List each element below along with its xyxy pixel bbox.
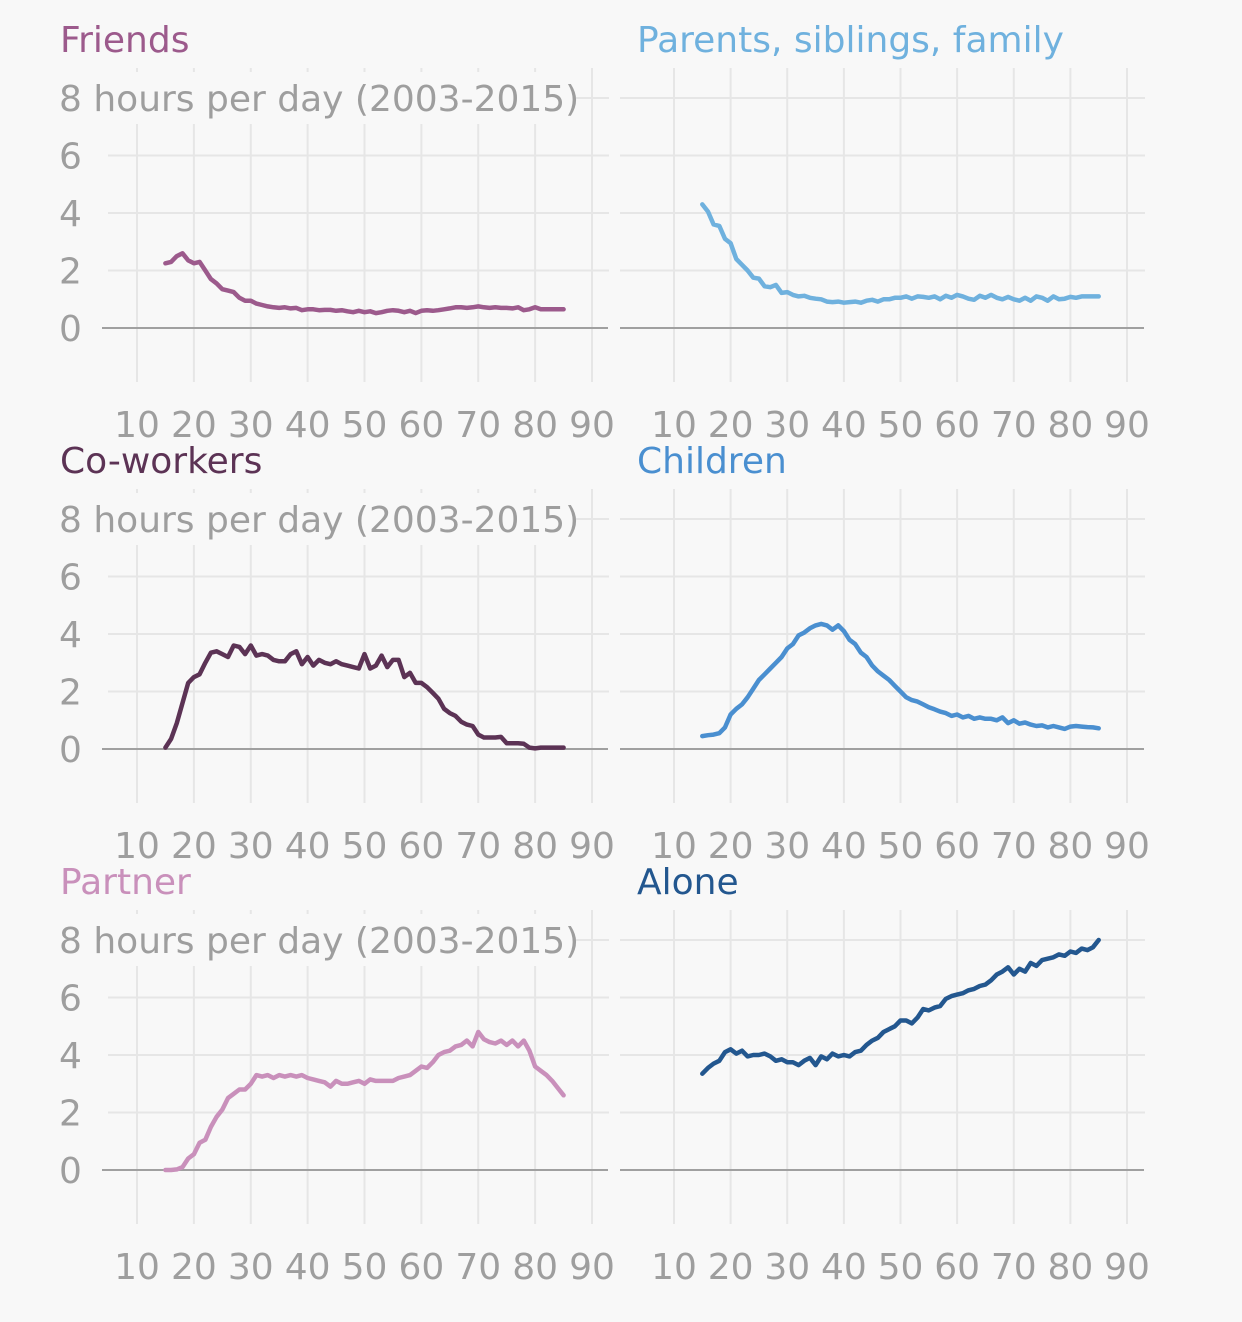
x-tick-label: 10 [651, 405, 697, 446]
x-tick-label: 50 [342, 1247, 388, 1288]
x-tick-label: 80 [512, 826, 558, 867]
x-tick-label: 30 [228, 826, 274, 867]
x-tick-label: 70 [455, 826, 501, 867]
y-tick-label: 0 [59, 1151, 82, 1192]
x-tick-label: 90 [569, 405, 615, 446]
x-tick-label: 10 [651, 826, 697, 867]
x-tick-label: 90 [1104, 826, 1150, 867]
panel-parents-siblings-family: 10 20 30 40 50 60 70 80 90 Parents, siblings, fam… [620, 20, 1150, 446]
x-tick-label: 60 [934, 1247, 980, 1288]
x-tick-label: 30 [228, 1247, 274, 1288]
y-tick-label: 0 [59, 309, 82, 350]
x-tick-label: 10 [114, 826, 160, 867]
x-tick-label: 30 [764, 405, 810, 446]
y-tick-label: 2 [59, 673, 82, 714]
x-tick-label: 90 [569, 1247, 615, 1288]
x-tick-label: 20 [708, 826, 754, 867]
x-tick-label: 90 [1104, 405, 1150, 446]
x-tick-label: 40 [821, 405, 867, 446]
x-tick-label: 20 [708, 405, 754, 446]
y-tick-label: 6 [59, 558, 82, 599]
x-tick-label: 80 [1047, 1247, 1093, 1288]
panel-title: Partner [60, 862, 191, 903]
x-tick-label: 40 [821, 826, 867, 867]
y-tick-label: 0 [59, 730, 82, 771]
x-tick-label: 40 [285, 826, 331, 867]
x-tick-label: 80 [512, 405, 558, 446]
panel-title: Co-workers [60, 441, 262, 482]
ylabel-backdrop [56, 493, 576, 545]
x-tick-label: 50 [878, 405, 924, 446]
x-tick-label: 60 [934, 826, 980, 867]
y-tick-label: 4 [59, 1036, 82, 1077]
x-tick-label: 30 [764, 1247, 810, 1288]
panel-alone: 10 20 30 40 50 60 70 80 90 Alone [620, 862, 1150, 1288]
x-tick-label: 10 [651, 1247, 697, 1288]
series-line [700, 937, 1101, 1076]
y-tick-label: 4 [59, 615, 82, 656]
x-tick-label: 80 [512, 1247, 558, 1288]
x-tick-label: 50 [878, 826, 924, 867]
panel-partner: 0 2 4 6 8 hours per day (2003-2015) 10 20 30 40 5… [56, 862, 615, 1288]
x-tick-label: 60 [398, 1247, 444, 1288]
x-tick-label: 50 [342, 826, 388, 867]
x-tick-label: 70 [991, 826, 1037, 867]
x-tick-label: 50 [878, 1247, 924, 1288]
x-tick-label: 50 [342, 405, 388, 446]
x-tick-label: 40 [821, 1247, 867, 1288]
panel-title: Alone [637, 862, 739, 903]
y-tick-label: 2 [59, 1094, 82, 1135]
x-tick-label: 10 [114, 405, 160, 446]
x-tick-label: 40 [285, 1247, 331, 1288]
x-tick-label: 70 [455, 1247, 501, 1288]
series-line [163, 643, 566, 751]
panel-children: 10 20 30 40 50 60 70 80 90 Children [620, 441, 1150, 867]
x-tick-label: 90 [1104, 1247, 1150, 1288]
y-tick-label: 8 hours per day (2003-2015) [59, 500, 579, 541]
y-tick-label: 6 [59, 137, 82, 178]
panel-title: Children [637, 441, 787, 482]
y-tick-label: 6 [59, 979, 82, 1020]
series-line [163, 1029, 566, 1173]
x-tick-label: 20 [708, 1247, 754, 1288]
y-tick-label: 2 [59, 252, 82, 293]
x-tick-label: 70 [455, 405, 501, 446]
x-tick-label: 60 [398, 826, 444, 867]
series-line [163, 251, 566, 316]
x-tick-label: 30 [228, 405, 274, 446]
panel-co-workers: 0 2 4 6 8 hours per day (2003-2015) 10 20 30 40 5… [56, 441, 615, 867]
ylabel-backdrop [56, 72, 576, 124]
y-tick-label: 8 hours per day (2003-2015) [59, 921, 579, 962]
series-line [700, 621, 1101, 739]
x-tick-label: 60 [934, 405, 980, 446]
x-tick-label: 30 [764, 826, 810, 867]
x-tick-label: 10 [114, 1247, 160, 1288]
panel-title: Parents, siblings, family [637, 20, 1064, 61]
x-tick-label: 70 [991, 1247, 1037, 1288]
y-tick-label: 4 [59, 194, 82, 235]
panel-title: Friends [60, 20, 189, 61]
x-tick-label: 70 [991, 405, 1037, 446]
x-tick-label: 40 [285, 405, 331, 446]
series-line [700, 202, 1101, 305]
panel-friends: 0 2 4 6 8 hours per day (2003-2015) 10 20 30 40 5… [56, 20, 615, 446]
x-tick-label: 20 [171, 1247, 217, 1288]
x-tick-label: 90 [569, 826, 615, 867]
x-tick-label: 80 [1047, 826, 1093, 867]
x-tick-label: 60 [398, 405, 444, 446]
y-tick-label: 8 hours per day (2003-2015) [59, 79, 579, 120]
x-tick-label: 80 [1047, 405, 1093, 446]
x-tick-label: 20 [171, 826, 217, 867]
x-tick-label: 20 [171, 405, 217, 446]
ylabel-backdrop [56, 914, 576, 966]
